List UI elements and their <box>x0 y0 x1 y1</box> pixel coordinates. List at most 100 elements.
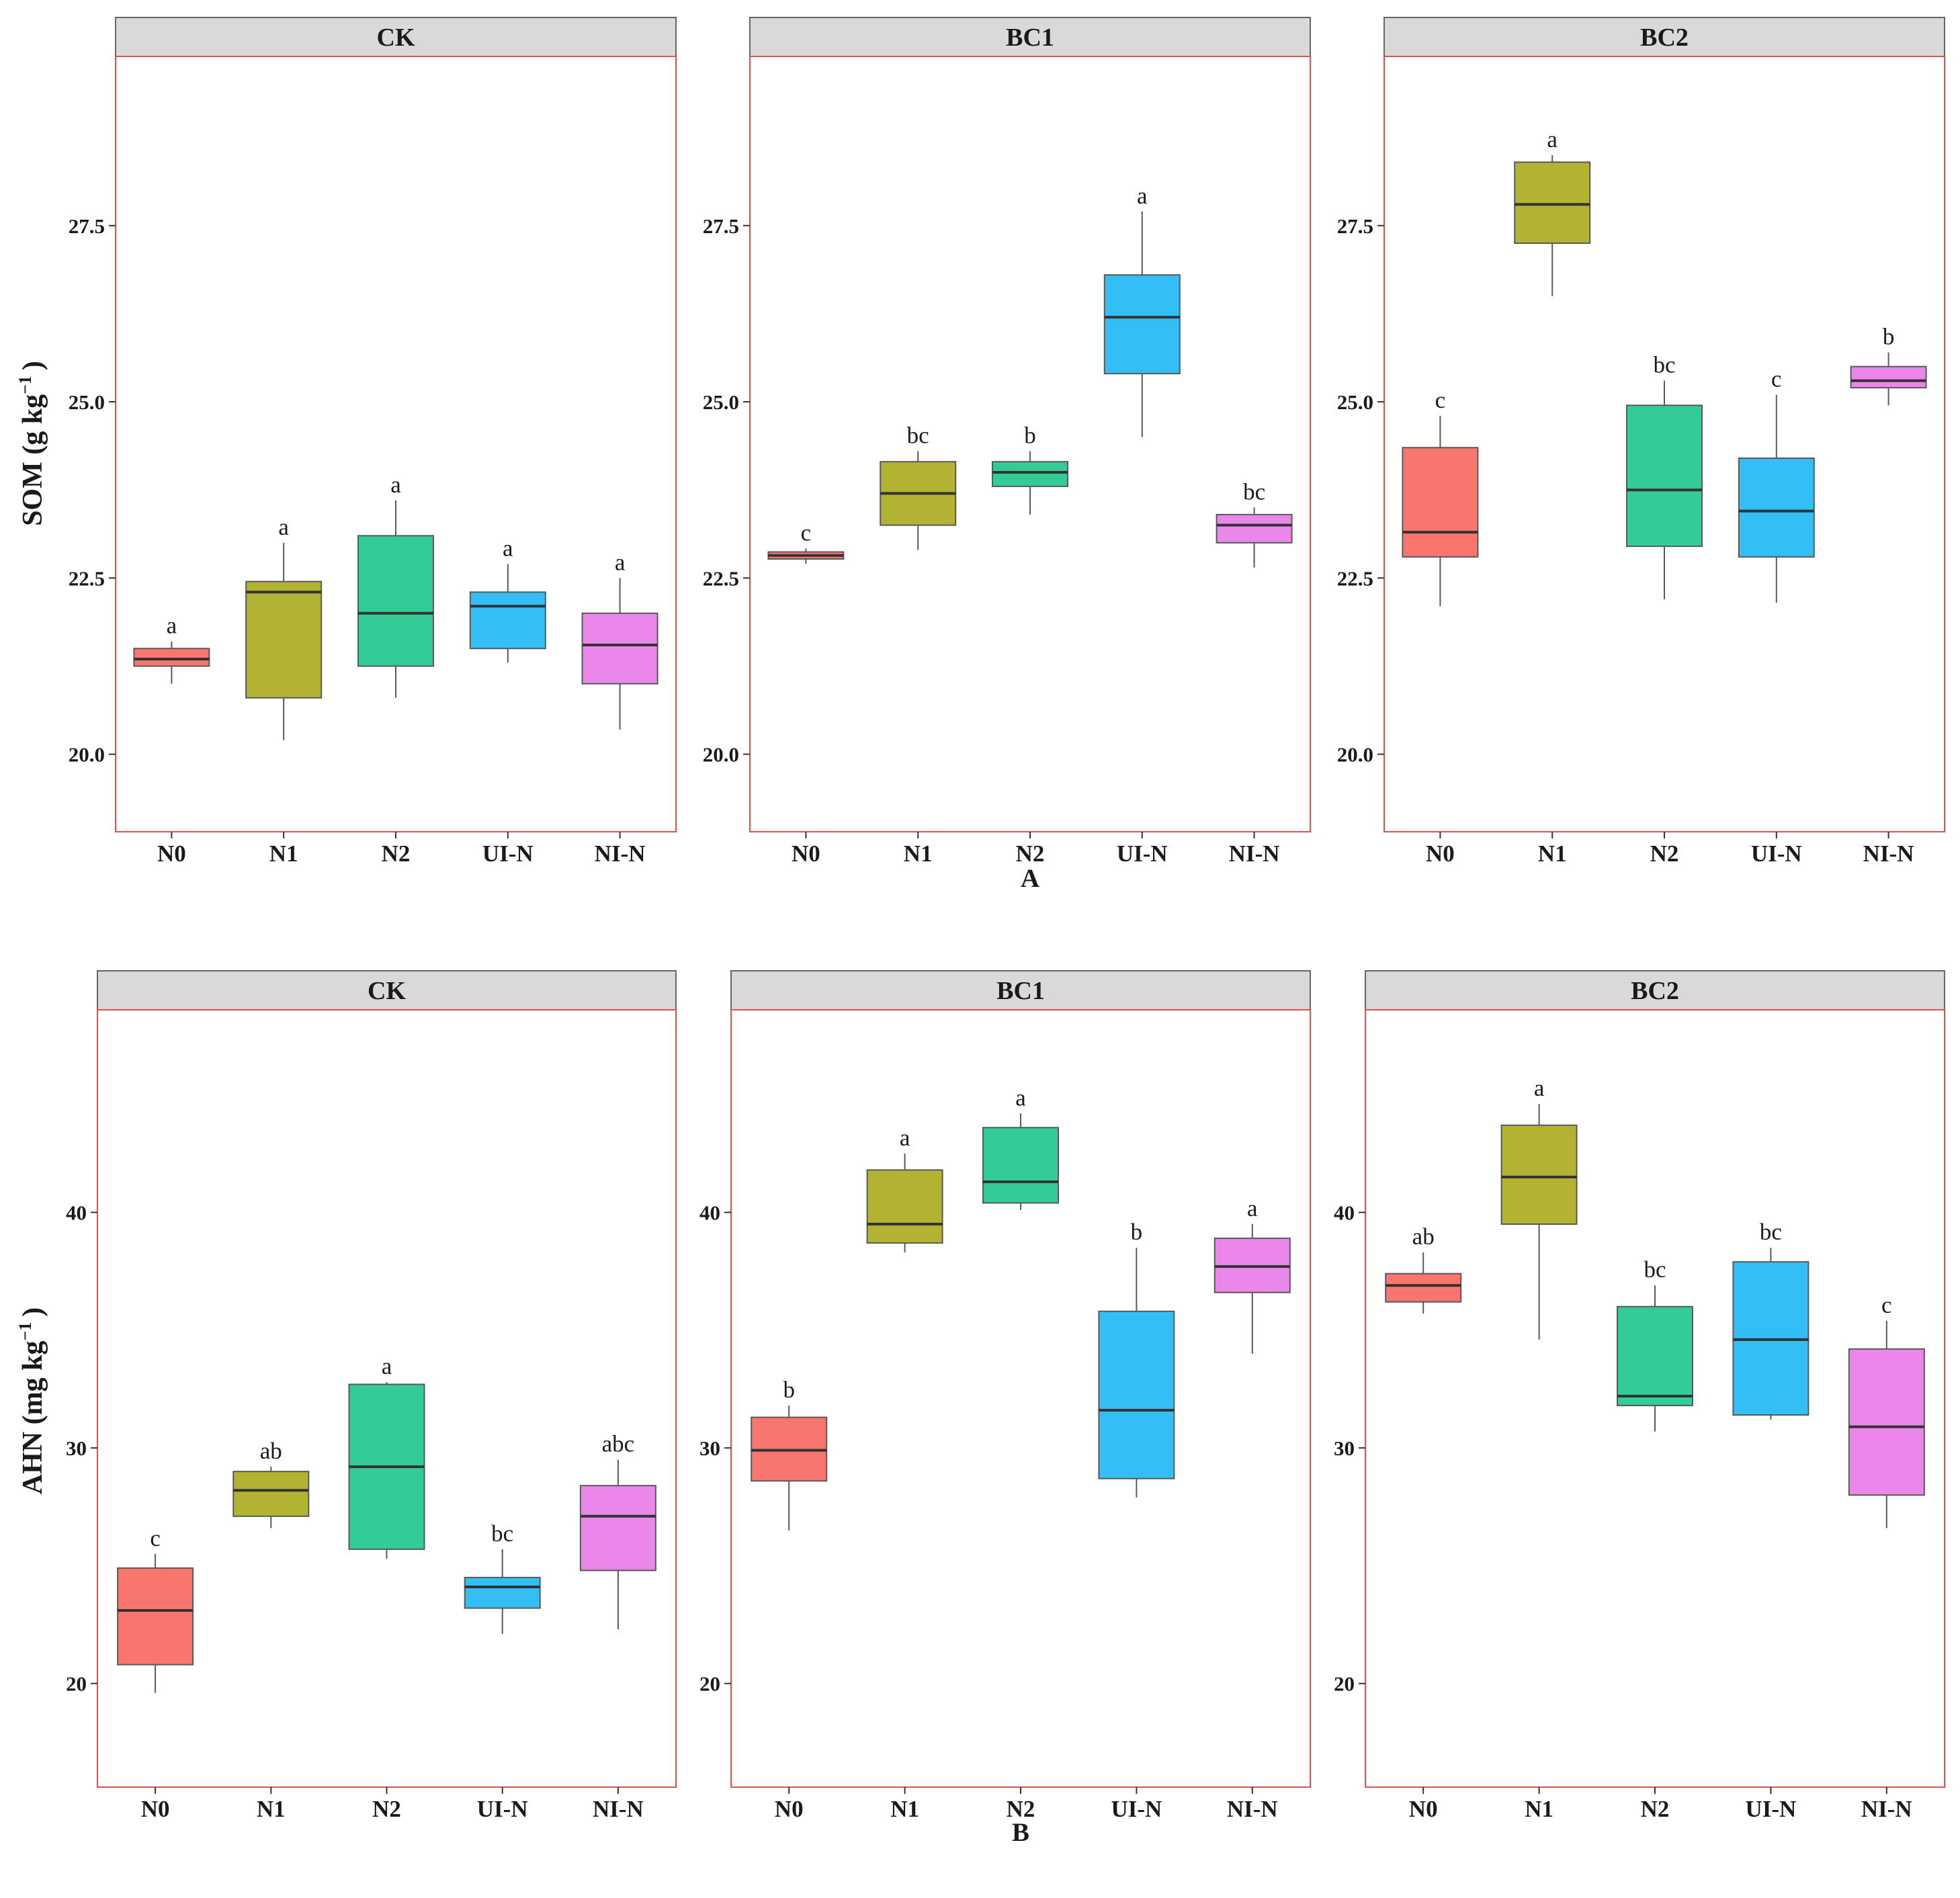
x-tick-label: UI-N <box>482 840 534 867</box>
significance-label: b <box>1131 1219 1143 1245</box>
x-tick-label: N1 <box>890 1796 919 1822</box>
facet-strip <box>115 17 677 57</box>
y-axis-title-superscript: −1 <box>15 376 35 394</box>
significance-label: a <box>1015 1084 1026 1111</box>
facet-strip <box>1383 17 1945 57</box>
significance-label: c <box>801 519 812 546</box>
y-tick-label: 40 <box>1334 1201 1355 1225</box>
y-tick-label: 27.5 <box>1337 214 1373 238</box>
x-tick-label: N1 <box>904 840 933 867</box>
box-n2: bc <box>1617 1256 1693 1432</box>
y-tick-label: 40 <box>66 1201 87 1225</box>
x-tick-label: NI-N <box>595 840 646 867</box>
y-tick-label: 22.5 <box>69 566 105 590</box>
box-n1: a <box>245 514 323 740</box>
facet-title: BC2 <box>1631 977 1679 1005</box>
y-axis-title: AHN (mg kg−1) <box>15 1307 48 1495</box>
y-tick-label: 30 <box>699 1436 720 1460</box>
box-n2: a <box>982 1084 1059 1211</box>
box-ni-n: a <box>1213 1195 1291 1354</box>
iqr-box <box>133 648 210 667</box>
box-n1: bc <box>880 422 957 550</box>
significance-label: a <box>615 549 626 575</box>
x-tick-label: N0 <box>1426 840 1455 867</box>
x-tick-label: N1 <box>269 840 298 867</box>
y-tick-label: 20.0 <box>703 743 739 767</box>
y-tick-label: 20.0 <box>1337 743 1373 767</box>
significance-label: a <box>900 1125 910 1151</box>
significance-label: a <box>390 472 401 498</box>
significance-label: ab <box>1412 1223 1435 1250</box>
y-tick-label: 25.0 <box>69 390 105 414</box>
significance-label: bc <box>1644 1256 1666 1283</box>
chart-b: CK203040cN0abN1aN2bcUI-NabcNI-NBC1203040… <box>15 970 1945 1847</box>
y-tick-label: 30 <box>1334 1436 1355 1460</box>
box-n0: c <box>767 519 845 564</box>
iqr-box <box>1850 365 1927 389</box>
box-n1: a <box>1514 126 1591 296</box>
significance-label: c <box>1881 1292 1892 1318</box>
significance-label: a <box>1247 1195 1258 1221</box>
y-tick-label: 20 <box>1334 1672 1355 1696</box>
iqr-box <box>117 1567 194 1666</box>
box-n0: b <box>751 1377 828 1530</box>
iqr-box <box>464 1576 541 1609</box>
y-tick-label: 25.0 <box>703 390 739 414</box>
significance-label: c <box>150 1525 161 1551</box>
box-ni-n: c <box>1848 1292 1925 1528</box>
x-tick-label: N2 <box>372 1796 401 1822</box>
y-tick-label: 22.5 <box>703 566 739 590</box>
iqr-box <box>1216 513 1293 544</box>
iqr-box <box>866 1169 943 1244</box>
significance-label: bc <box>1653 352 1675 378</box>
iqr-box <box>245 580 323 699</box>
y-axis-title-superscript: −1 <box>15 1322 35 1341</box>
iqr-box <box>232 1471 310 1517</box>
y-tick-label: 25.0 <box>1337 390 1373 414</box>
box-n2: a <box>357 472 434 698</box>
iqr-box <box>581 612 658 685</box>
y-tick-label: 20.0 <box>69 743 105 767</box>
facet-title: CK <box>377 24 415 52</box>
facet-ck: CK 20 30 40 c N0 ab N1 a N2 bc UI-N abc NI-N <box>66 970 677 1822</box>
box-ni-n: a <box>581 549 658 730</box>
facet-bc1: BC1 20.0 22.5 25.0 27.5 c N0 bc N1 b N2 a UI-N bc NI-N <box>703 17 1311 867</box>
box-n2: bc <box>1626 352 1703 599</box>
x-tick-label: NI-N <box>593 1796 644 1822</box>
x-tick-label: N2 <box>1641 1796 1670 1822</box>
figure-label: B <box>1012 1818 1029 1847</box>
significance-label: a <box>1547 126 1558 153</box>
x-tick-label: N1 <box>1525 1796 1553 1822</box>
box-n0: ab <box>1385 1223 1462 1314</box>
x-tick-label: NI-N <box>1229 840 1280 867</box>
iqr-box <box>1385 1272 1462 1303</box>
significance-label: abc <box>602 1431 635 1457</box>
iqr-box <box>1098 1310 1175 1479</box>
figure-label: A <box>1021 864 1039 893</box>
y-tick-label: 20 <box>699 1672 720 1696</box>
significance-label: bc <box>1760 1219 1782 1245</box>
x-tick-label: N0 <box>1409 1796 1438 1822</box>
facet-bc2: BC2 20.0 22.5 25.0 27.5 c N0 a N1 bc N2 c UI-N b NI-N <box>1337 17 1945 867</box>
box-n1: a <box>866 1125 943 1253</box>
significance-label: a <box>167 613 177 639</box>
significance-label: a <box>1137 183 1148 209</box>
y-tick-label: 22.5 <box>1337 566 1373 590</box>
y-axis-title-main: SOM (g kg <box>17 394 48 526</box>
significance-label: bc <box>491 1520 513 1547</box>
x-tick-label: UI-N <box>1111 1796 1162 1822</box>
iqr-box <box>1626 404 1703 548</box>
x-tick-label: N1 <box>257 1796 286 1822</box>
iqr-box <box>1848 1348 1925 1496</box>
iqr-box <box>992 461 1068 487</box>
facet-strip <box>97 970 677 1010</box>
box-n2: b <box>992 422 1068 515</box>
x-tick-label: N2 <box>382 840 411 867</box>
iqr-box <box>1103 274 1181 375</box>
box-n0: c <box>117 1525 194 1693</box>
box-ni-n: abc <box>579 1431 656 1630</box>
x-tick-label: NI-N <box>1227 1796 1278 1822</box>
iqr-box <box>579 1485 656 1571</box>
significance-label: a <box>382 1353 392 1379</box>
